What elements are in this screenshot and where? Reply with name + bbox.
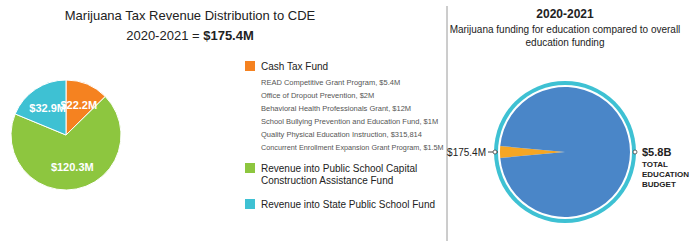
leader-dot	[493, 150, 497, 154]
data-label: $32.9M	[29, 102, 66, 114]
divider	[447, 6, 448, 241]
pie-ring-gap	[498, 85, 632, 219]
annotation: Quality Physical Education Instruction, …	[261, 130, 422, 139]
legend-label: Revenue into State Public School Fund	[261, 199, 435, 210]
pie-ring	[494, 81, 636, 223]
data-label: $175.4M	[447, 147, 486, 158]
text-line: Revenue into Public School Capital	[261, 163, 417, 174]
data-label: $120.3M	[51, 161, 94, 173]
annotation: Behavioral Health Professionals Grant, $…	[261, 104, 411, 113]
pie-chart: Marijuana Tax Revenue Distribution to CD…	[11, 8, 444, 210]
title: Marijuana Tax Revenue Distribution to CD…	[65, 8, 316, 23]
text-line: BUDGET	[642, 180, 676, 189]
pie-slice	[15, 80, 66, 135]
pie-chart: 2020-2021 Marijuana funding for education…	[447, 7, 689, 223]
legend-label: Cash Tax Fund	[261, 61, 328, 72]
legend-swatch	[245, 199, 255, 209]
text-line: Revenue into State Public School Fund	[261, 199, 435, 210]
legend-label: Revenue into Public School CapitalConstr…	[261, 163, 417, 186]
text-line: EDUCATION	[642, 170, 689, 179]
annotation: Office of Dropout Prevention, $2M	[261, 91, 374, 100]
legend-swatch	[245, 163, 255, 173]
text-line: Construction Assistance Fund	[261, 175, 393, 186]
leader-dot	[633, 150, 637, 154]
subtitle-total: $175.4M	[203, 28, 254, 43]
pie-slice	[500, 87, 630, 217]
title: 2020-2021	[536, 7, 594, 21]
text-line: education funding	[526, 37, 605, 48]
annotation: Concurrent Enrollment Expansion Grant Pr…	[261, 143, 444, 152]
annotation: School Bullying Prevention and Education…	[261, 117, 438, 126]
subtitle-part: 2020-2021 =	[126, 28, 203, 43]
legend-swatch	[245, 61, 255, 71]
category-label: TOTALEDUCATIONBUDGET	[642, 160, 689, 189]
data-label: $5.8B	[642, 146, 671, 158]
chart-canvas: Marijuana Tax Revenue Distribution to CD…	[0, 0, 700, 247]
text-line: TOTAL	[642, 160, 668, 169]
subtitle: 2020-2021 = $175.4M	[126, 28, 254, 43]
text-line: Cash Tax Fund	[261, 61, 328, 72]
subtitle: Marijuana funding for education compared…	[450, 24, 681, 48]
annotation: READ Competitive Grant Program, $5.4M	[261, 78, 400, 87]
text-line: Marijuana funding for education compared…	[450, 24, 681, 35]
